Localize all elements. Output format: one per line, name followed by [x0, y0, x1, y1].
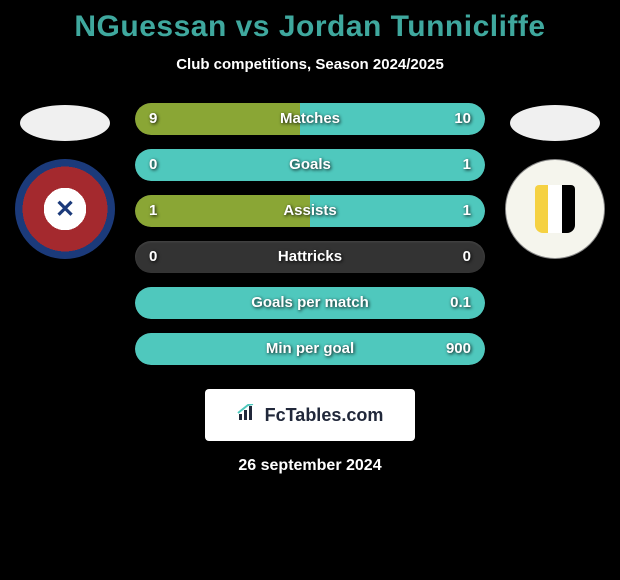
right-flag-icon — [510, 105, 600, 141]
subtitle: Club competitions, Season 2024/2025 — [0, 56, 620, 73]
chart-icon — [237, 404, 259, 427]
left-flag-icon — [20, 105, 110, 141]
page-title: NGuessan vs Jordan Tunnicliffe — [0, 10, 620, 44]
stat-bar-label: Goals per match — [135, 287, 485, 319]
stat-bar-right-value: 1 — [463, 195, 471, 227]
stat-bar: Assists1 1 — [135, 195, 485, 227]
stat-bar: Hattricks0 0 — [135, 241, 485, 273]
stat-bar-left-value: 0 — [149, 149, 157, 181]
stats-bars: Matches910Goals01Assists11Hattricks00Goa… — [135, 103, 485, 365]
stat-bar-left-value: 1 — [149, 195, 157, 227]
stat-bar-label: Hattricks — [135, 241, 485, 273]
stat-bar-label: Assists — [135, 195, 485, 227]
stat-bar-right-value: 0.1 — [450, 287, 471, 319]
stat-bar-left-value: 9 — [149, 103, 157, 135]
stat-bar: Goals0 1 — [135, 149, 485, 181]
right-club-crest-icon — [505, 159, 605, 259]
stat-bar-left-value: 0 — [149, 241, 157, 273]
footer-logo[interactable]: FcTables.com — [205, 389, 415, 441]
right-player-col — [505, 103, 605, 259]
left-player-col — [15, 103, 115, 259]
stat-bar-label: Min per goal — [135, 333, 485, 365]
footer-logo-text: FcTables.com — [265, 405, 384, 426]
stat-bar: Matches9 10 — [135, 103, 485, 135]
comparison-widget: NGuessan vs Jordan Tunnicliffe Club comp… — [0, 0, 620, 475]
stat-bar: Goals per match0.1 — [135, 287, 485, 319]
stat-bar-label: Matches — [135, 103, 485, 135]
footer-date: 26 september 2024 — [0, 457, 620, 475]
stat-bar-right-value: 1 — [463, 149, 471, 181]
stat-bar: Min per goal900 — [135, 333, 485, 365]
stat-bar-right-value: 900 — [446, 333, 471, 365]
main-content: Matches910Goals01Assists11Hattricks00Goa… — [0, 103, 620, 365]
left-club-crest-icon — [15, 159, 115, 259]
stat-bar-right-value: 10 — [454, 103, 471, 135]
stat-bar-right-value: 0 — [463, 241, 471, 273]
stat-bar-label: Goals — [135, 149, 485, 181]
